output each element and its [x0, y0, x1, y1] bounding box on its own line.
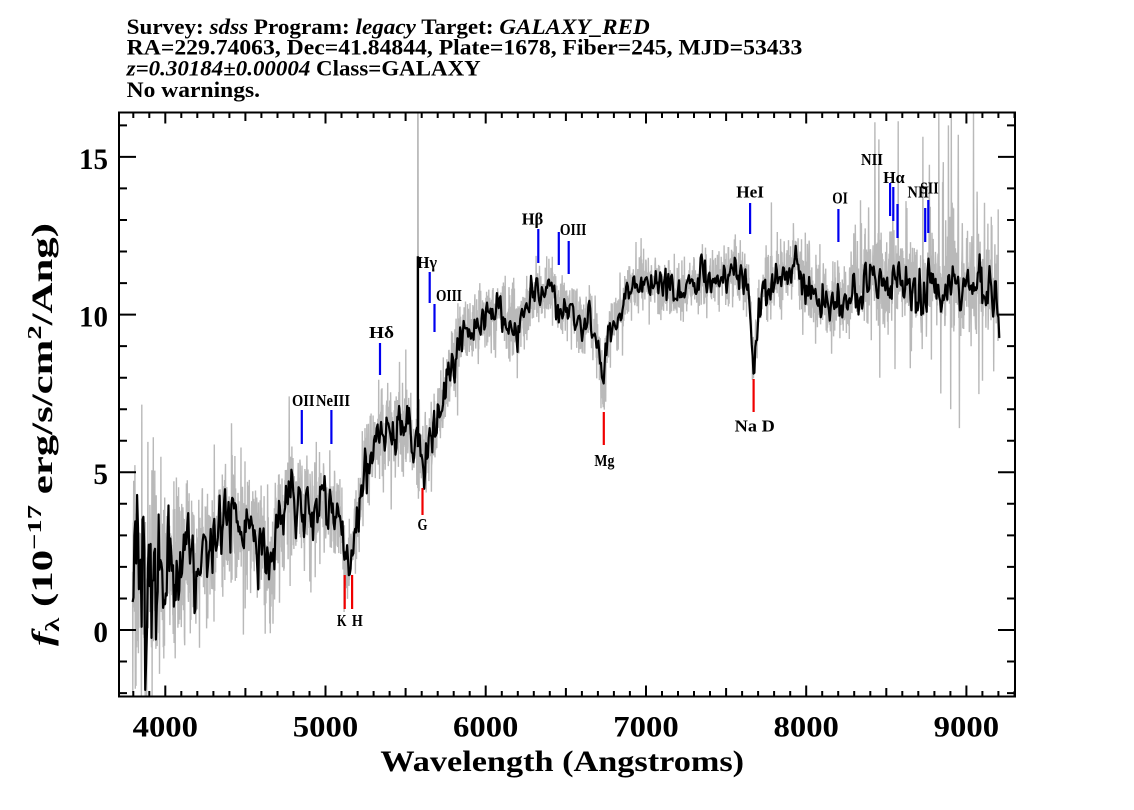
- svg-text:Wavelength (Angstroms): Wavelength (Angstroms): [380, 745, 744, 778]
- svg-text:15: 15: [79, 143, 108, 176]
- svg-text:Mg: Mg: [594, 451, 614, 470]
- svg-text:z=0.30184±0.00004 Class=GALAXY: z=0.30184±0.00004 Class=GALAXY: [126, 55, 481, 80]
- svg-text:0: 0: [93, 616, 108, 649]
- svg-text:6000: 6000: [453, 711, 518, 744]
- svg-text:8000: 8000: [774, 711, 839, 744]
- svg-text:NII: NII: [861, 150, 883, 169]
- svg-text:10: 10: [79, 301, 108, 334]
- svg-text:SII: SII: [920, 178, 939, 197]
- svg-text:9000: 9000: [934, 711, 999, 744]
- svg-text:NII: NII: [908, 183, 930, 202]
- svg-text:OI: OI: [832, 188, 848, 207]
- svg-text:fλ (10−17 erg/s/cm2/Ang): fλ (10−17 erg/s/cm2/Ang): [24, 223, 64, 646]
- svg-text:Na D: Na D: [735, 417, 775, 436]
- svg-text:4000: 4000: [133, 711, 198, 744]
- svg-text:5000: 5000: [293, 711, 358, 744]
- svg-text:H: H: [352, 611, 363, 630]
- svg-text:RA=229.74063, Dec=41.84844, Pl: RA=229.74063, Dec=41.84844, Plate=1678, …: [127, 34, 803, 59]
- svg-text:Hα: Hα: [883, 168, 905, 187]
- svg-text:Hβ: Hβ: [522, 210, 544, 229]
- svg-text:7000: 7000: [613, 711, 678, 744]
- svg-text:No warnings.: No warnings.: [127, 77, 260, 102]
- svg-text:NeIII: NeIII: [316, 391, 350, 410]
- svg-text:Hδ: Hδ: [369, 323, 394, 342]
- svg-text:Survey: sdss Program: legacy T: Survey: sdss Program: legacy Target: GAL…: [127, 14, 650, 39]
- svg-text:OIII: OIII: [560, 220, 587, 239]
- svg-text:HeI: HeI: [736, 183, 764, 202]
- svg-text:G: G: [418, 515, 428, 534]
- svg-text:Hγ: Hγ: [417, 253, 437, 272]
- svg-text:K: K: [337, 611, 347, 630]
- svg-text:5: 5: [93, 458, 108, 491]
- svg-text:OII: OII: [292, 391, 315, 410]
- svg-text:OIII: OIII: [436, 286, 462, 305]
